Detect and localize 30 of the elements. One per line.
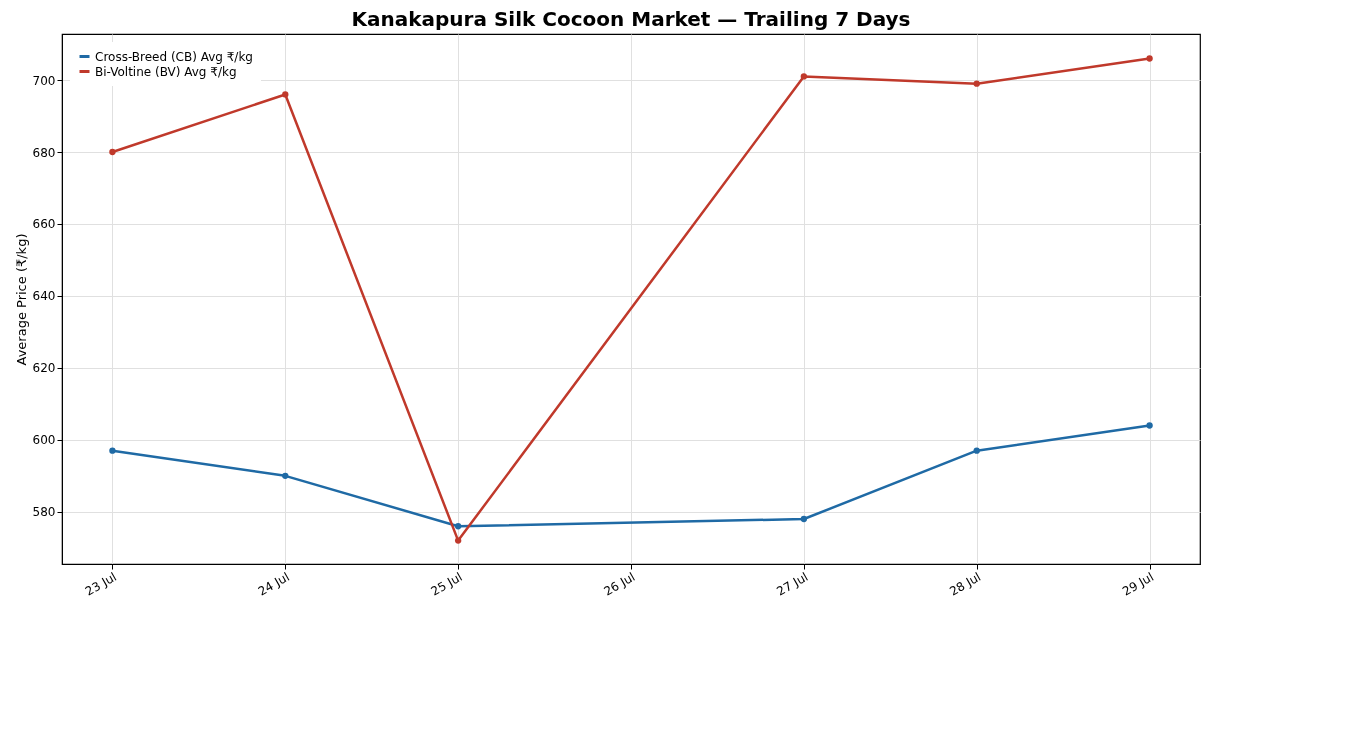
- y-tick-label: 700: [32, 73, 56, 88]
- x-tick-label: 24 Jul: [255, 569, 292, 599]
- point: [454, 537, 462, 544]
- legend-label: Cross-Breed (CB) Avg ₹/kg: [95, 49, 253, 64]
- y-tick-label: 680: [32, 145, 56, 160]
- y-tick-label: 660: [32, 217, 56, 232]
- point: [109, 447, 116, 454]
- x-tick-label: 26 Jul: [601, 569, 638, 599]
- x-tick-label: 27 Jul: [774, 569, 811, 599]
- legend-label: Bi-Voltine (BV) Avg ₹/kg: [95, 64, 237, 79]
- point: [800, 515, 808, 523]
- point: [973, 447, 980, 454]
- y-tick-label: 620: [32, 361, 56, 376]
- point: [454, 523, 462, 530]
- point: [800, 73, 808, 80]
- point: [1146, 422, 1153, 429]
- point: [973, 80, 980, 87]
- x-tick-label: 25 Jul: [428, 569, 465, 599]
- y-tick-label: 640: [32, 289, 56, 304]
- x-tick-label: 23 Jul: [82, 569, 119, 599]
- chart-title: Kanakapura Silk Cocoon Market — Trailing 7 Days: [351, 7, 911, 31]
- point: [1146, 55, 1153, 62]
- y-axis-title: Average Price (₹/kg): [13, 233, 29, 366]
- y-tick-label: 580: [32, 505, 56, 520]
- y-tick-label: 600: [32, 433, 56, 448]
- point: [282, 91, 289, 98]
- point: [109, 148, 116, 156]
- x-tick-label: 28 Jul: [947, 569, 984, 599]
- point: [282, 472, 289, 479]
- x-tick-label: 29 Jul: [1120, 569, 1157, 599]
